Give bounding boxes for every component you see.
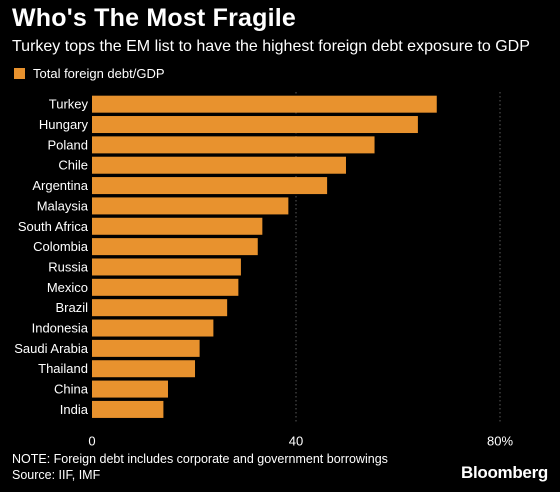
bar-thailand — [92, 360, 196, 378]
category-label: South Africa — [18, 219, 89, 234]
bar-south-africa — [92, 217, 263, 235]
x-tick-label: 80% — [487, 434, 513, 449]
category-label: Saudi Arabia — [14, 341, 88, 356]
category-label: Mexico — [47, 280, 88, 295]
bar-hungary — [92, 116, 418, 134]
category-label: Turkey — [49, 97, 89, 112]
bar-indonesia — [92, 319, 214, 337]
category-label: Brazil — [55, 300, 88, 315]
x-tick-label: 40 — [289, 434, 303, 449]
category-label: Colombia — [33, 239, 89, 254]
category-label: Poland — [48, 137, 88, 152]
category-label: Argentina — [32, 178, 88, 193]
bar-russia — [92, 258, 241, 276]
legend-swatch — [14, 68, 25, 79]
category-label: Russia — [48, 259, 89, 274]
x-tick-label: 0 — [88, 434, 95, 449]
bloomberg-logo: Bloomberg — [460, 463, 548, 482]
bars — [92, 95, 437, 418]
chart-subtitle: Turkey tops the EM list to have the high… — [12, 38, 530, 55]
bar-poland — [92, 136, 375, 154]
bar-brazil — [92, 299, 228, 317]
category-label: Indonesia — [32, 321, 89, 336]
category-label: Malaysia — [37, 198, 89, 213]
x-tick-labels: 0 40 80% — [88, 434, 513, 449]
category-label: China — [54, 382, 89, 397]
category-label: India — [60, 402, 89, 417]
bar-turkey — [92, 95, 437, 113]
chart-title: Who's The Most Fragile — [12, 4, 296, 32]
bar-colombia — [92, 238, 258, 256]
bar-india — [92, 400, 164, 418]
category-label: Chile — [58, 158, 88, 173]
category-labels: Turkey Hungary Poland Chile Argentina Malaysi… — [14, 97, 89, 417]
grid-lines — [295, 92, 501, 422]
legend: Total foreign debt/GDP — [14, 66, 165, 81]
bar-mexico — [92, 278, 239, 296]
bar-argentina — [92, 177, 328, 195]
bar-china — [92, 380, 168, 398]
footnote: NOTE: Foreign debt includes corporate an… — [12, 452, 388, 466]
legend-label: Total foreign debt/GDP — [33, 66, 165, 81]
category-label: Hungary — [39, 117, 89, 132]
source-line: Source: IIF, IMF — [12, 468, 101, 482]
bar-saudi-arabia — [92, 339, 200, 357]
bar-malaysia — [92, 197, 289, 215]
bar-chile — [92, 156, 346, 174]
category-label: Thailand — [38, 361, 88, 376]
